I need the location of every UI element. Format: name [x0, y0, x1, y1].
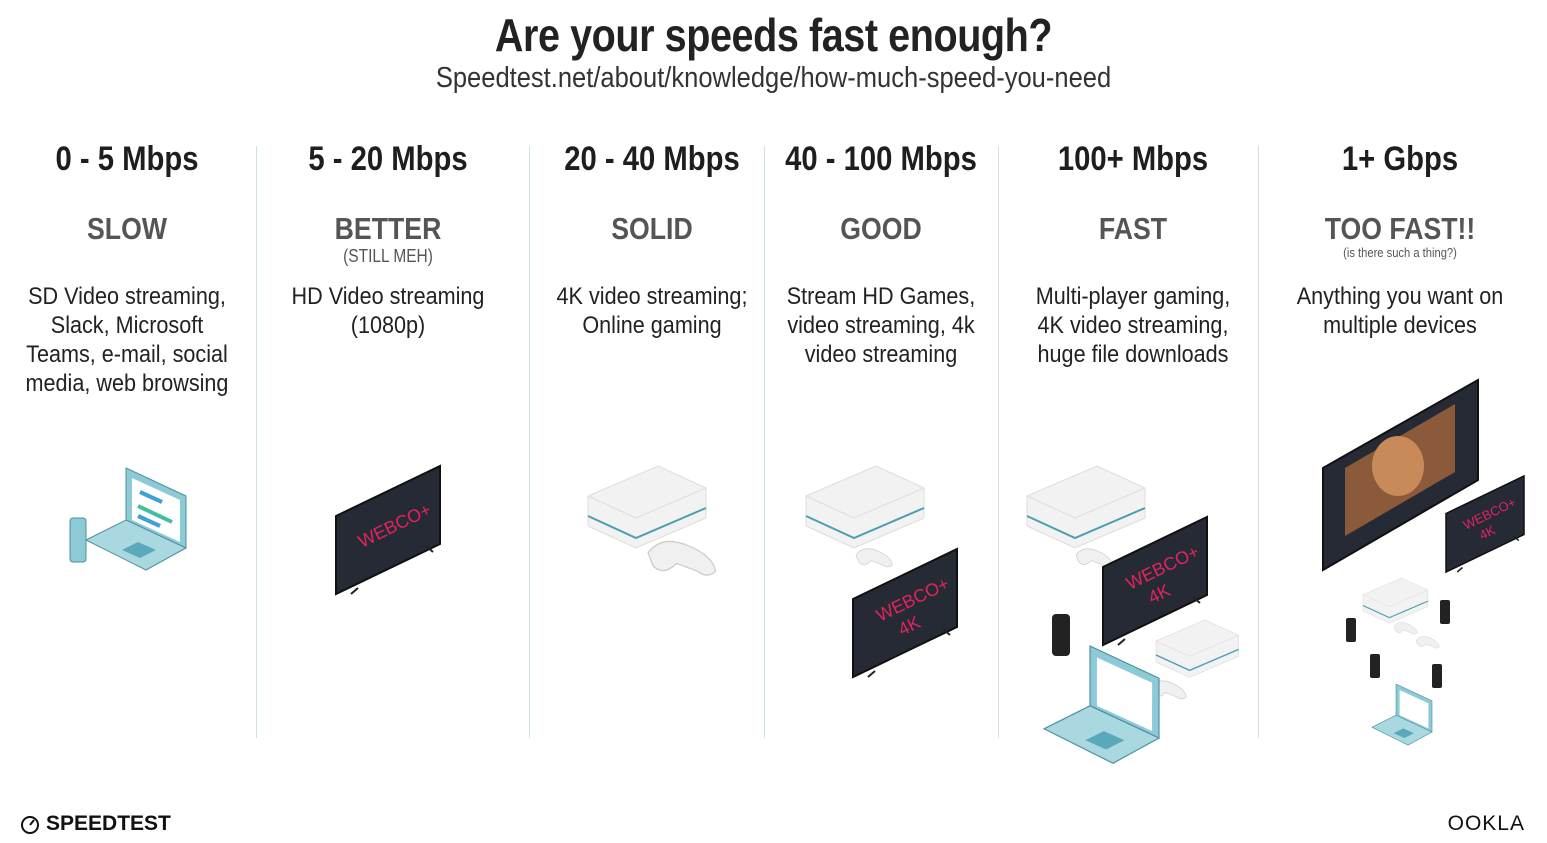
- tier-description: HD Video streaming (1080p): [291, 283, 485, 339]
- phone-icon: [1432, 664, 1442, 688]
- tv-icon: WEBCO+ 4K: [852, 548, 958, 678]
- laptop-icon: [1043, 645, 1160, 764]
- tv-icon: WEBCO+ 4K: [1102, 516, 1208, 646]
- game-console-icon: [1026, 465, 1146, 549]
- column-divider: [1258, 146, 1259, 738]
- phone-icon: [69, 517, 87, 563]
- laptop-icon: [1371, 683, 1433, 746]
- tier-range: 5 - 20 Mbps: [308, 140, 468, 178]
- tier-solid: 20 - 40 Mbps SOLID 4K video streaming; O…: [532, 140, 772, 340]
- tier-label: SLOW: [87, 211, 167, 246]
- gamepad-icon: [855, 548, 893, 568]
- gamepad-icon: [1393, 622, 1440, 649]
- column-divider: [256, 146, 257, 738]
- tier-description: Anything you want on multiple devices: [1296, 283, 1504, 339]
- game-console-icon: [1362, 577, 1429, 624]
- ookla-logo: OOKLA: [1447, 812, 1525, 835]
- tier-range: 100+ Mbps: [1057, 140, 1209, 178]
- column-divider: [998, 146, 999, 738]
- tier-description: SD Video streaming, Slack, Microsoft Tea…: [25, 283, 229, 397]
- phone-icon: [1346, 618, 1356, 642]
- column-divider: [764, 146, 765, 738]
- large-tv-icon: [1322, 378, 1479, 572]
- tier-better: 5 - 20 Mbps BETTER (STILL MEH) HD Video …: [268, 140, 508, 340]
- speedtest-brand: SPEEDTEST: [46, 812, 171, 835]
- tier-description: Multi-player gaming, 4K video streaming,…: [1035, 283, 1231, 368]
- game-console-icon: [805, 465, 925, 549]
- tier-fast: 100+ Mbps FAST Multi-player gaming, 4K v…: [1008, 140, 1258, 369]
- astronaut-face: [1372, 436, 1424, 496]
- tier-description: 4K video streaming; Online gaming: [556, 283, 748, 339]
- tv-icon: WEBCO+: [335, 465, 441, 595]
- tier-range: 40 - 100 Mbps: [785, 140, 977, 178]
- tier-label: TOO FAST!!: [1324, 211, 1476, 246]
- chat-lines-icon: [137, 490, 173, 528]
- tier-slow: 0 - 5 Mbps SLOW SD Video streaming, Slac…: [7, 140, 247, 398]
- game-console-icon: [1155, 619, 1240, 679]
- phone-icon: [1370, 654, 1380, 678]
- tier-description: Stream HD Games, video streaming, 4k vid…: [786, 283, 976, 368]
- tier-too-fast: 1+ Gbps TOO FAST!! (is there such a thin…: [1275, 140, 1525, 340]
- tier-good: 40 - 100 Mbps GOOD Stream HD Games, vide…: [766, 140, 996, 369]
- tv-logo-4k: 4K: [1477, 522, 1498, 543]
- gamepad-icon: [647, 540, 717, 576]
- tier-label: SOLID: [611, 211, 693, 246]
- tier-label: GOOD: [840, 211, 922, 246]
- phone-icon: [1440, 600, 1450, 624]
- tier-range: 20 - 40 Mbps: [564, 140, 740, 178]
- game-console-icon: [587, 465, 707, 549]
- page-title: Are your speeds fast enough?: [494, 9, 1053, 61]
- tier-range: 1+ Gbps: [1341, 140, 1459, 178]
- tv-icon: WEBCO+ 4K: [1445, 475, 1525, 573]
- gauge-icon: [21, 816, 39, 834]
- column-divider: [529, 146, 530, 738]
- tier-note: (STILL MEH): [343, 246, 433, 266]
- speedtest-logo: SPEEDTEST: [20, 812, 171, 836]
- source-url: Speedtest.net/about/knowledge/how-much-s…: [435, 62, 1112, 94]
- phone-icon: [1052, 614, 1070, 656]
- laptop-icon: [85, 467, 187, 571]
- tier-label: BETTER: [334, 211, 442, 246]
- tier-range: 0 - 5 Mbps: [55, 140, 199, 178]
- tier-label: FAST: [1098, 211, 1168, 246]
- tier-note: (is there such a thing?): [1343, 245, 1457, 260]
